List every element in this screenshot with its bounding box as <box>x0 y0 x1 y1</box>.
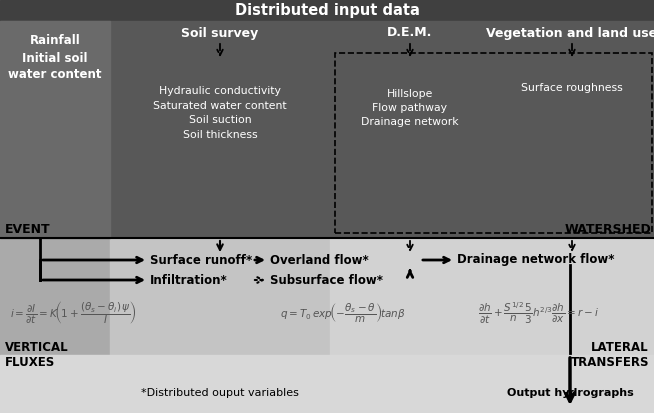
Bar <box>335 53 652 233</box>
Text: Drainage network flow*: Drainage network flow* <box>457 254 615 266</box>
Text: Overland flow*: Overland flow* <box>270 254 369 266</box>
Bar <box>0 21 654 238</box>
Text: Distributed input data: Distributed input data <box>235 3 419 18</box>
Bar <box>0 355 654 413</box>
Bar <box>110 238 330 355</box>
Text: Output hydrographs: Output hydrographs <box>507 388 633 398</box>
Text: Infiltration*: Infiltration* <box>150 273 228 287</box>
Text: Vegetation and land use: Vegetation and land use <box>487 26 654 40</box>
Text: Surface runoff*: Surface runoff* <box>150 254 252 266</box>
Text: *Distributed ouput variables: *Distributed ouput variables <box>141 388 299 398</box>
Text: LATERAL
TRANSFERS: LATERAL TRANSFERS <box>570 341 649 369</box>
Text: D.E.M.: D.E.M. <box>387 26 433 40</box>
Text: Subsurface flow*: Subsurface flow* <box>270 273 383 287</box>
Bar <box>0 0 654 21</box>
Text: WATERSHED: WATERSHED <box>564 223 651 236</box>
Bar <box>330 238 654 355</box>
Text: Rainfall
Initial soil
water content: Rainfall Initial soil water content <box>9 35 102 81</box>
Text: $q = T_0\,exp\!\left(-\dfrac{\theta_s - \theta}{m}\right)\!tan\beta$: $q = T_0\,exp\!\left(-\dfrac{\theta_s - … <box>280 301 405 325</box>
Text: $\dfrac{\partial h}{\partial t} + \dfrac{S^{1/2}}{n}\dfrac{5}{3}h^{2/3}\dfrac{\p: $\dfrac{\partial h}{\partial t} + \dfrac… <box>478 301 600 325</box>
Text: EVENT: EVENT <box>5 223 50 236</box>
Text: Soil survey: Soil survey <box>181 26 258 40</box>
Text: Surface roughness: Surface roughness <box>521 83 623 93</box>
Bar <box>0 238 110 355</box>
Text: Hydraulic conductivity
Saturated water content
Soil suction
Soil thickness: Hydraulic conductivity Saturated water c… <box>153 86 287 140</box>
Bar <box>0 21 110 238</box>
Text: $i = \dfrac{\partial I}{\partial t} = K\!\left(1 + \dfrac{(\theta_s - \theta_i)\: $i = \dfrac{\partial I}{\partial t} = K\… <box>10 299 137 327</box>
Text: VERTICAL
FLUXES: VERTICAL FLUXES <box>5 341 69 369</box>
Text: Hillslope
Flow pathway
Drainage network: Hillslope Flow pathway Drainage network <box>361 89 459 127</box>
